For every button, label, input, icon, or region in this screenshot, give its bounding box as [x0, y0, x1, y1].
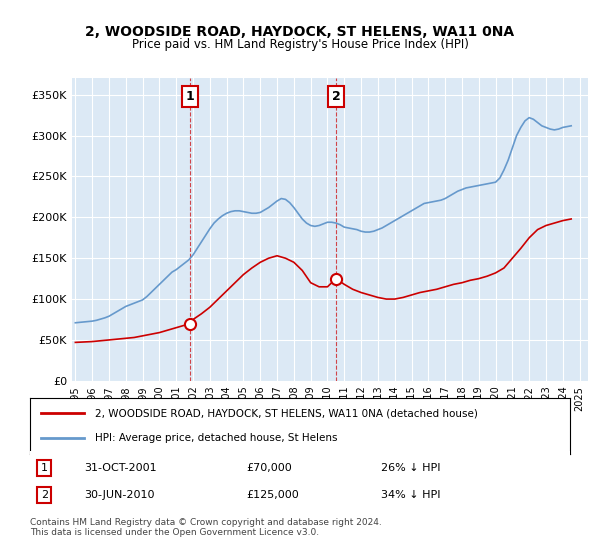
Text: 2, WOODSIDE ROAD, HAYDOCK, ST HELENS, WA11 0NA (detached house): 2, WOODSIDE ROAD, HAYDOCK, ST HELENS, WA… — [95, 408, 478, 418]
Text: 26% ↓ HPI: 26% ↓ HPI — [381, 463, 440, 473]
Text: HPI: Average price, detached house, St Helens: HPI: Average price, detached house, St H… — [95, 433, 337, 443]
Text: £125,000: £125,000 — [246, 490, 299, 500]
Text: 34% ↓ HPI: 34% ↓ HPI — [381, 490, 440, 500]
Text: 2, WOODSIDE ROAD, HAYDOCK, ST HELENS, WA11 0NA: 2, WOODSIDE ROAD, HAYDOCK, ST HELENS, WA… — [85, 25, 515, 39]
Text: Contains HM Land Registry data © Crown copyright and database right 2024.
This d: Contains HM Land Registry data © Crown c… — [30, 518, 382, 538]
Text: 30-JUN-2010: 30-JUN-2010 — [84, 490, 155, 500]
Text: 1: 1 — [186, 90, 194, 103]
Text: £70,000: £70,000 — [246, 463, 292, 473]
Text: Price paid vs. HM Land Registry's House Price Index (HPI): Price paid vs. HM Land Registry's House … — [131, 38, 469, 51]
Text: 2: 2 — [41, 490, 48, 500]
Text: 2: 2 — [332, 90, 340, 103]
Text: 31-OCT-2001: 31-OCT-2001 — [84, 463, 157, 473]
Text: 1: 1 — [41, 463, 48, 473]
